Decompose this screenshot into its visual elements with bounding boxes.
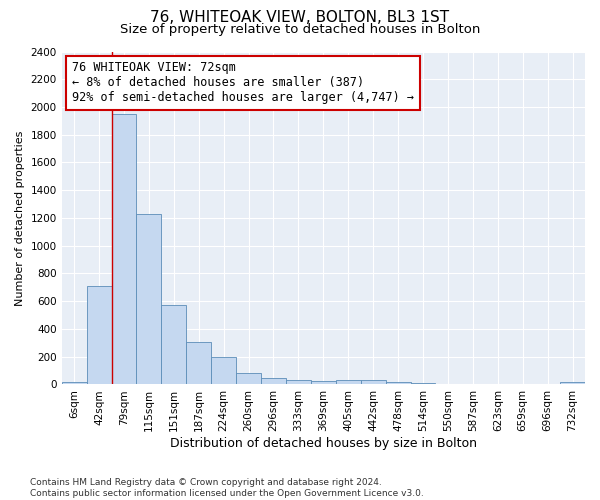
Text: 76, WHITEOAK VIEW, BOLTON, BL3 1ST: 76, WHITEOAK VIEW, BOLTON, BL3 1ST	[151, 10, 449, 25]
Bar	[86, 286, 112, 384]
Bar	[560, 382, 585, 384]
Text: Contains HM Land Registry data © Crown copyright and database right 2024.
Contai: Contains HM Land Registry data © Crown c…	[30, 478, 424, 498]
Bar	[62, 382, 86, 384]
Bar	[136, 214, 161, 384]
X-axis label: Distribution of detached houses by size in Bolton: Distribution of detached houses by size …	[170, 437, 477, 450]
Bar	[186, 342, 211, 384]
Y-axis label: Number of detached properties: Number of detached properties	[15, 130, 25, 306]
Bar	[286, 380, 311, 384]
Bar	[336, 380, 361, 384]
Text: Size of property relative to detached houses in Bolton: Size of property relative to detached ho…	[120, 22, 480, 36]
Text: 76 WHITEOAK VIEW: 72sqm
← 8% of detached houses are smaller (387)
92% of semi-de: 76 WHITEOAK VIEW: 72sqm ← 8% of detached…	[72, 62, 414, 104]
Bar	[211, 356, 236, 384]
Bar	[311, 381, 336, 384]
Bar	[112, 114, 136, 384]
Bar	[236, 372, 261, 384]
Bar	[361, 380, 386, 384]
Bar	[261, 378, 286, 384]
Bar	[386, 382, 410, 384]
Bar	[161, 304, 186, 384]
